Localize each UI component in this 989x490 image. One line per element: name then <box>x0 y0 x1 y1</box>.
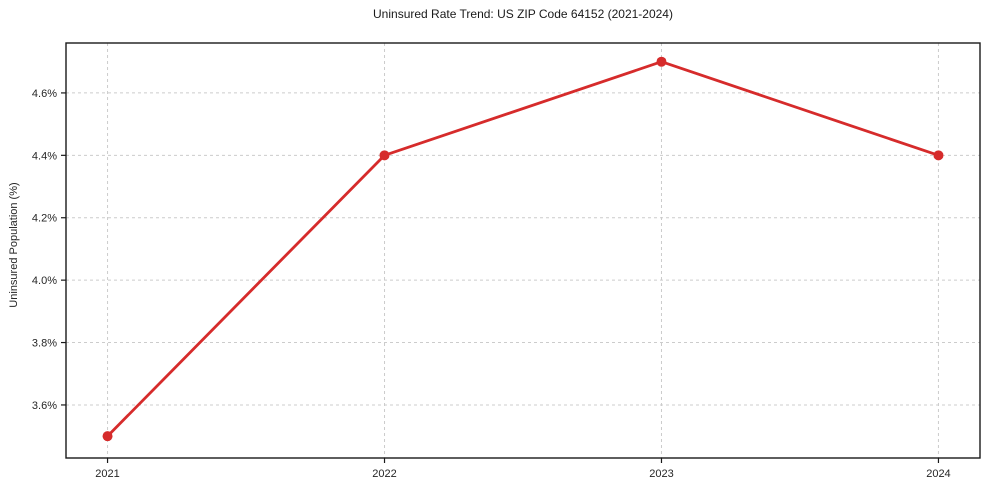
y-tick-label: 3.8% <box>32 338 57 350</box>
x-tick-label: 2023 <box>649 468 673 480</box>
data-point <box>933 150 944 161</box>
y-tick-label: 4.2% <box>32 213 57 225</box>
y-tick-label: 3.6% <box>32 400 57 412</box>
y-tick-label: 4.4% <box>32 150 57 162</box>
trend-line <box>106 60 940 438</box>
chart-title: Uninsured Rate Trend: US ZIP Code 64152 … <box>373 7 673 21</box>
data-point <box>102 431 113 442</box>
x-tick-label: 2022 <box>372 468 396 480</box>
data-point <box>656 56 667 67</box>
y-tick-label: 4.6% <box>32 88 57 100</box>
x-tick-label: 2021 <box>95 468 119 480</box>
x-tick-label: 2024 <box>926 468 950 480</box>
data-point <box>379 150 390 161</box>
axis-border <box>65 42 981 459</box>
y-tick-label: 4.0% <box>32 275 57 287</box>
